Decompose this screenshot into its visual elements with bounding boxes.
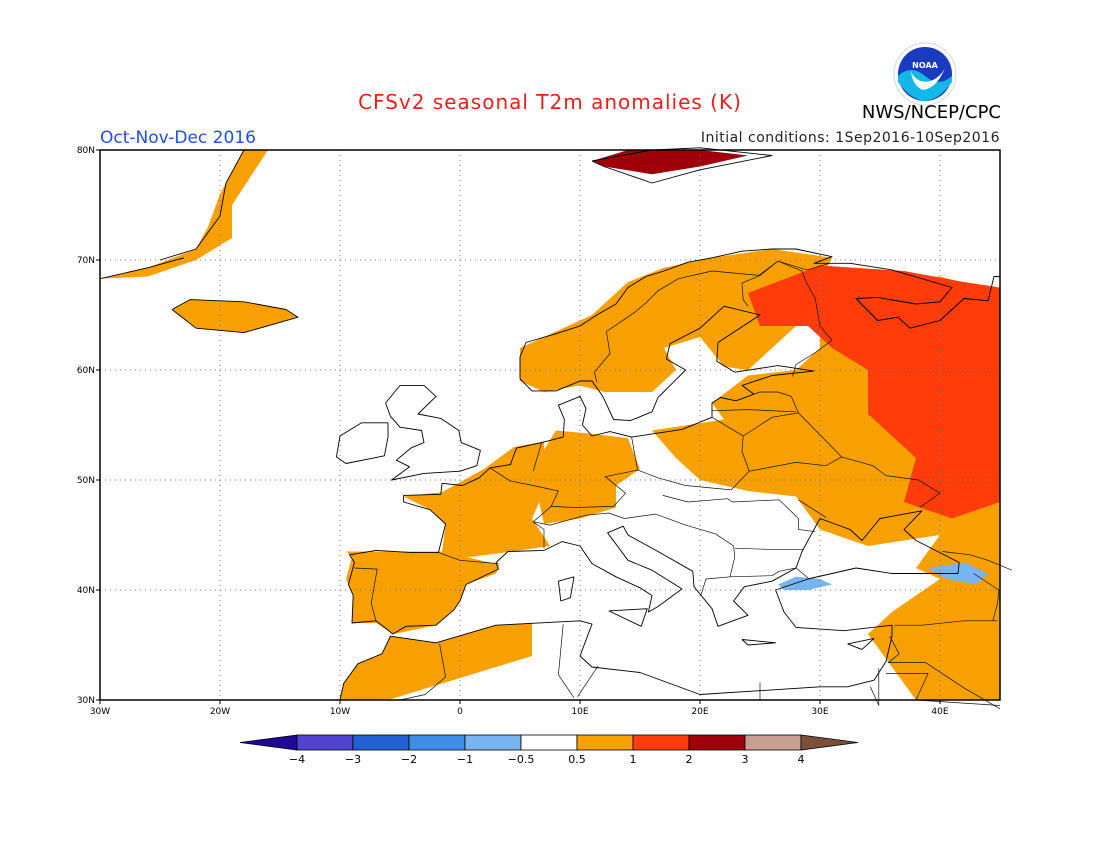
border-line bbox=[577, 665, 599, 697]
lat-tick-label: 80N bbox=[77, 146, 95, 156]
border-line bbox=[624, 513, 736, 595]
coastline bbox=[741, 639, 777, 646]
border-line bbox=[637, 416, 750, 491]
border-line bbox=[711, 260, 830, 276]
lon-tick-label: 10E bbox=[571, 707, 588, 717]
border-line bbox=[533, 512, 625, 526]
colorbar-label: 3 bbox=[742, 753, 749, 766]
border-line bbox=[399, 643, 446, 701]
colorbar-box bbox=[632, 734, 690, 751]
colorbar-box bbox=[408, 734, 466, 751]
anomaly-region-iceland bbox=[172, 299, 298, 333]
colorbar-label: −2 bbox=[401, 753, 417, 766]
coastline bbox=[99, 257, 185, 280]
anomaly-region-turkey-blue bbox=[778, 576, 832, 590]
colorbar-label: −3 bbox=[345, 753, 361, 766]
noaa-logo-icon: NOAA bbox=[893, 42, 957, 106]
colorbar-box bbox=[744, 734, 802, 751]
border-line bbox=[870, 668, 880, 706]
coastline bbox=[385, 384, 481, 481]
lat-tick-label: 60N bbox=[77, 366, 95, 376]
lon-tick-label: 20W bbox=[210, 707, 230, 717]
anomaly-region-russia-east bbox=[748, 265, 1000, 519]
colorbar-box bbox=[464, 734, 522, 751]
border-line bbox=[741, 260, 833, 377]
anomaly-region-iberia bbox=[346, 551, 500, 634]
colorbar-label: 2 bbox=[686, 753, 693, 766]
lat-lon-grid bbox=[100, 150, 1000, 700]
colorbar-label: 1 bbox=[630, 753, 637, 766]
lon-tick-label: 10W bbox=[330, 707, 350, 717]
border-line bbox=[489, 467, 559, 549]
border-line bbox=[749, 412, 843, 472]
colorbar-label: 0.5 bbox=[568, 753, 586, 766]
lon-tick-label: 20E bbox=[691, 707, 708, 717]
lat-tick-label: 70N bbox=[77, 256, 95, 266]
colorbar-box bbox=[520, 734, 578, 751]
colorbar-label: −0.5 bbox=[508, 753, 535, 766]
colorbar-label: −4 bbox=[289, 753, 305, 766]
coastline bbox=[339, 248, 1000, 701]
colorbar-box bbox=[576, 734, 634, 751]
coastline bbox=[608, 608, 648, 627]
border-line bbox=[732, 499, 816, 533]
border-line bbox=[729, 571, 780, 578]
lon-tick-label: 0 bbox=[457, 707, 463, 717]
colorbar-arrow-low bbox=[239, 734, 298, 751]
border-line bbox=[734, 547, 804, 550]
anomaly-fill-layer bbox=[100, 150, 1000, 700]
coastline bbox=[847, 637, 875, 650]
map-frame bbox=[99, 149, 1001, 701]
border-line bbox=[887, 636, 1001, 710]
lat-tick-label: 50N bbox=[77, 476, 95, 486]
colorbar-arrow-high bbox=[800, 734, 859, 751]
anomaly-region-svalbard bbox=[592, 150, 748, 175]
lon-tick-label: 30W bbox=[90, 707, 110, 717]
border-line bbox=[354, 567, 378, 621]
border-line bbox=[662, 495, 733, 503]
colorbar-box bbox=[688, 734, 746, 751]
anomaly-region-germany-alps bbox=[532, 430, 640, 524]
colorbar-label: −1 bbox=[457, 753, 473, 766]
lat-tick-label: 40N bbox=[77, 586, 95, 596]
border-line bbox=[841, 456, 941, 508]
coastline bbox=[159, 149, 245, 261]
coastline bbox=[171, 299, 299, 334]
colorbar-box bbox=[352, 734, 410, 751]
border-line bbox=[973, 573, 1000, 621]
coastline bbox=[335, 422, 389, 464]
axis-ticks: 30W 20W 10W 0 10E 20E 30E 40E 30N 40N 50N 60N 70N 80N bbox=[77, 146, 949, 717]
logo-text: NOAA bbox=[912, 61, 938, 70]
coastline bbox=[557, 576, 575, 602]
lat-tick-label: 30N bbox=[77, 696, 95, 706]
anomaly-region-france-benelux bbox=[403, 441, 550, 559]
anomaly-region-greenland-coast bbox=[100, 150, 268, 279]
initial-conditions: Initial conditions: 1Sep2016-10Sep2016 bbox=[700, 130, 1000, 146]
forecast-period: Oct-Nov-Dec 2016 bbox=[100, 128, 256, 148]
anomaly-region-scandinavia bbox=[520, 249, 832, 392]
lon-tick-label: 30E bbox=[811, 707, 828, 717]
lon-tick-label: 40E bbox=[931, 707, 948, 717]
border-line bbox=[894, 620, 998, 626]
border-line bbox=[532, 442, 542, 472]
border-line bbox=[743, 391, 799, 437]
agency-label: NWS/NCEP/CPC bbox=[861, 102, 1001, 123]
colorbar-label: 4 bbox=[798, 753, 805, 766]
border-line bbox=[438, 552, 499, 564]
colorbar-box bbox=[296, 734, 354, 751]
country-borders bbox=[354, 260, 1013, 710]
border-line bbox=[711, 409, 797, 413]
border-line bbox=[558, 624, 575, 698]
border-line bbox=[798, 499, 827, 518]
chart-title: CFSv2 seasonal T2m anomalies (K) bbox=[358, 90, 742, 114]
border-line bbox=[886, 673, 1001, 706]
border-line bbox=[594, 270, 713, 383]
